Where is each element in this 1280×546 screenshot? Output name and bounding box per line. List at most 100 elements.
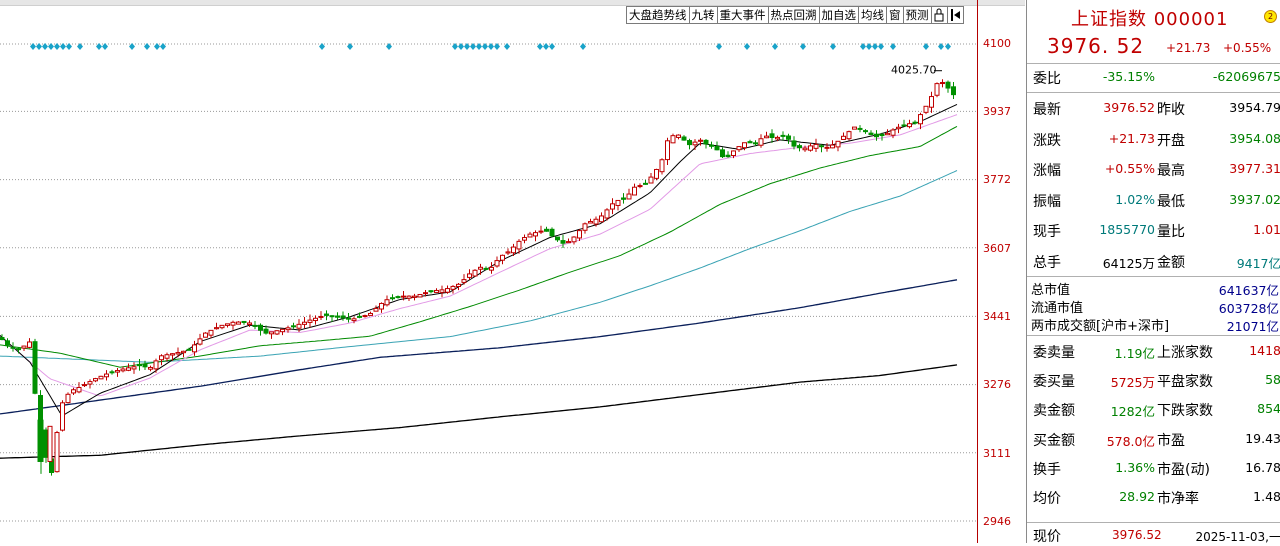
candle-body	[175, 352, 181, 355]
candle-body	[373, 307, 379, 312]
market-label: 两市成交额[沪市+深市]	[1031, 319, 1170, 334]
quote-label: 量比	[1157, 224, 1185, 240]
event-marker-icon	[744, 43, 750, 50]
candle-body	[329, 315, 335, 318]
quote-value: 19.43	[1245, 430, 1280, 446]
candle-body	[181, 350, 186, 354]
candle-body	[571, 236, 577, 243]
quote-row: 卖金额 1282亿 下跌家数 854	[1027, 396, 1280, 422]
hotspot-review-button[interactable]: 热点回溯	[767, 6, 820, 24]
candle-body	[780, 134, 786, 137]
candle-body	[566, 241, 571, 244]
quote-label: 开盘	[1157, 132, 1185, 149]
quote-value: 3976.52	[1103, 100, 1155, 115]
candle-body	[516, 240, 522, 250]
candle-body	[901, 124, 907, 127]
candle-body	[648, 176, 654, 184]
candle-body	[918, 114, 923, 125]
y-tick-label: 3607	[983, 242, 1011, 255]
ma20-line	[0, 125, 958, 368]
candle-body	[291, 325, 296, 328]
window-button[interactable]: 窗	[886, 6, 904, 24]
quote-panel: 上证指数 000001 2 3976. 52 +21.73 +0.55% 委比 …	[1026, 0, 1280, 545]
kline-chart[interactable]: 4025.70	[0, 0, 980, 543]
candle-body	[214, 327, 219, 330]
lock-icon[interactable]	[930, 6, 948, 24]
ma5-line	[0, 103, 958, 417]
event-marker-icon	[872, 43, 878, 50]
candle-body	[230, 321, 236, 326]
candle-body	[318, 315, 324, 318]
candle-body	[428, 290, 434, 293]
candle-body	[632, 186, 637, 196]
candle-body	[302, 321, 307, 325]
candle-body	[907, 123, 912, 128]
quote-row: 均价 28.92 市净率 1.48	[1027, 484, 1280, 510]
candle-body	[775, 136, 780, 140]
candle-body	[472, 269, 478, 277]
candle-body	[742, 142, 747, 149]
candle-body	[450, 285, 456, 290]
quote-label: 市盈	[1157, 432, 1185, 449]
candle-body	[186, 348, 192, 351]
quote-label: 现手	[1033, 224, 1061, 240]
quote-value: 5725万	[1110, 375, 1155, 391]
event-marker-icon	[154, 43, 160, 50]
candle-body	[621, 197, 626, 200]
quote-label: 总手	[1033, 254, 1061, 271]
moving-average-button[interactable]: 均线	[858, 6, 887, 24]
forecast-button[interactable]: 预测	[902, 6, 932, 24]
event-marker-icon	[830, 43, 836, 50]
candle-body	[109, 371, 115, 374]
candle-body	[698, 139, 703, 142]
candle-body	[346, 317, 351, 320]
candle-body	[830, 144, 835, 149]
event-marker-icon	[800, 43, 806, 50]
candle-body	[307, 319, 313, 323]
quote-row: 买金额 578.0亿 市盈 19.43	[1027, 426, 1280, 452]
candle-body	[269, 331, 274, 335]
candle-body	[819, 145, 824, 148]
pin-icon[interactable]	[946, 6, 964, 24]
major-events-button[interactable]: 重大事件	[716, 6, 769, 24]
candle-body	[32, 341, 38, 394]
add-watchlist-button[interactable]: 加自选	[818, 6, 859, 24]
candle-body	[379, 302, 384, 310]
candle-body	[813, 143, 819, 149]
quote-row: 最新 3976.52 昨收 3954.79	[1027, 95, 1280, 121]
quote-value: 578.0亿	[1106, 433, 1155, 449]
candle-body	[483, 267, 489, 270]
quote-value: +0.55%	[1104, 161, 1155, 176]
candle-body	[549, 228, 555, 237]
weibi-diff: -62069675	[1212, 69, 1280, 84]
candle-body	[494, 260, 500, 267]
candle-body	[626, 193, 632, 200]
trend-line-button[interactable]: 大盘趋势线	[626, 6, 690, 24]
quote-row: 现手 1855770 量比 1.01	[1027, 217, 1280, 243]
candle-body	[412, 295, 417, 298]
nine-turn-button[interactable]: 九转	[688, 6, 718, 24]
event-marker-icon	[96, 43, 102, 50]
candle-body	[43, 429, 49, 458]
kline-chart-canvas[interactable]: 4025.70	[0, 0, 980, 543]
candle-body	[65, 393, 71, 404]
weibi-pct: -35.15%	[1102, 69, 1155, 84]
level-badge-icon[interactable]: 2	[1264, 10, 1277, 23]
bottom-date: 2025-11-03,一	[1195, 530, 1280, 544]
ma250-line	[0, 364, 958, 459]
index-title[interactable]: 上证指数 000001	[1071, 9, 1229, 30]
quote-value: 1.01	[1253, 222, 1280, 237]
chart-toolbar: 大盘趋势线 九转 重大事件 热点回溯 加自选 均线 窗 预测	[626, 6, 964, 24]
quote-value: 1855770	[1099, 222, 1155, 237]
candle-body	[467, 273, 472, 278]
candle-body	[445, 288, 450, 293]
candle-body	[560, 240, 566, 244]
weibi-label: 委比	[1033, 71, 1061, 87]
candle-body	[197, 338, 203, 345]
event-marker-icon	[716, 43, 722, 50]
candle-body	[940, 82, 945, 85]
quote-value: 1.19亿	[1114, 346, 1155, 361]
y-tick-label: 4100	[983, 37, 1011, 50]
y-tick-label: 3937	[983, 105, 1011, 118]
quote-value: 28.92	[1119, 489, 1155, 504]
